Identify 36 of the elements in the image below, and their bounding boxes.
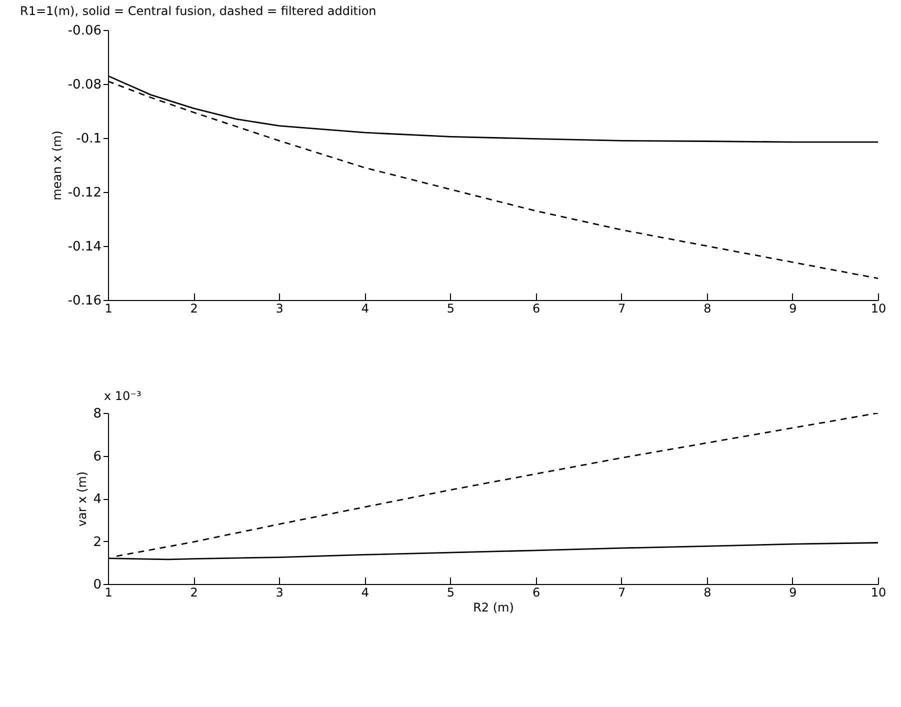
x-tick-label: 2 — [190, 302, 198, 316]
x-tick-label: 7 — [618, 302, 626, 316]
x-tick-label: 5 — [446, 586, 455, 600]
x-tick-label: 5 — [446, 302, 455, 316]
y-tick-label: 0 — [93, 578, 102, 592]
y-tick-label: -0.08 — [68, 78, 102, 92]
y-tick-label: -0.06 — [68, 24, 102, 38]
y-axis-title: mean x (m) — [50, 130, 64, 200]
x-tick-label: 2 — [190, 586, 198, 600]
x-tick-label: 3 — [276, 302, 284, 316]
y-tick-label: -0.16 — [68, 294, 102, 308]
x-tick-label: 7 — [618, 586, 626, 600]
x-tick-label: 9 — [789, 302, 797, 316]
y-tick-label: 2 — [93, 534, 102, 550]
y-tick-label: -0.12 — [68, 186, 102, 200]
x-tick-label: 1 — [104, 302, 112, 316]
x-axis-title: R2 (m) — [473, 600, 514, 614]
y-tick-label: -0.1 — [76, 132, 102, 146]
x-tick-label: 9 — [789, 586, 797, 600]
y-tick-label: -0.14 — [68, 240, 102, 254]
y-tick-label: 4 — [93, 492, 102, 507]
y-tick-label: 8 — [93, 406, 102, 422]
x-tick-label: 10 — [870, 302, 886, 316]
x-tick-label: 10 — [870, 586, 886, 600]
x-tick-label: 6 — [532, 302, 540, 316]
x-tick-label: 8 — [704, 302, 712, 316]
x-tick-label: 4 — [361, 586, 369, 600]
y-axis-title: var x (m) — [75, 471, 90, 527]
x-tick-label: 1 — [104, 586, 112, 600]
y-tick-label: 6 — [93, 449, 102, 464]
x-tick-label: 8 — [704, 586, 712, 600]
x-tick-label: 6 — [532, 586, 540, 600]
x-tick-label: 4 — [361, 302, 369, 316]
x-tick-label: 3 — [276, 586, 284, 600]
text: x 10⁻³ — [104, 389, 142, 403]
chart-title: R1=1(m), solid = Central fusion, dashed = filtered addition — [20, 4, 376, 18]
